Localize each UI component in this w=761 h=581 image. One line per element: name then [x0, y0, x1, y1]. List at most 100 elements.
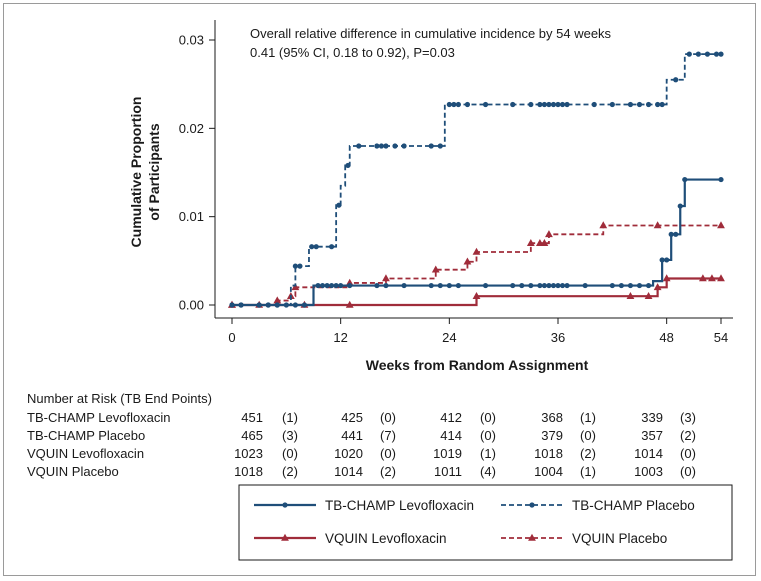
data-point	[636, 282, 643, 289]
data-point	[673, 231, 679, 237]
data-point	[695, 51, 701, 57]
data-point	[265, 302, 271, 308]
series-line	[232, 277, 721, 307]
data-point	[313, 244, 319, 250]
data-point	[618, 282, 624, 289]
risk-cell: 1020	[334, 446, 363, 461]
data-point	[555, 282, 561, 289]
data-point	[338, 282, 344, 289]
data-point	[713, 51, 720, 57]
risk-cell: (0)	[680, 464, 696, 479]
data-point	[437, 143, 443, 149]
risk-table: Number at Risk (TB End Points) TB-CHAMP …	[27, 391, 696, 479]
data-point	[682, 176, 688, 183]
risk-cell: (2)	[380, 464, 396, 479]
data-point	[336, 202, 342, 208]
y-tick-label: 0.00	[179, 298, 204, 313]
data-point	[301, 302, 308, 308]
y-axis-label-line-2: of Participants	[146, 123, 162, 220]
data-point	[528, 101, 534, 108]
risk-cell: 1014	[334, 464, 363, 479]
series-layer	[228, 51, 725, 308]
data-point	[659, 101, 665, 108]
legend-swatch-marker	[282, 502, 288, 508]
risk-cell: 339	[641, 410, 663, 425]
series-tb-champ-placebo	[229, 51, 724, 308]
risk-cell: 414	[440, 428, 462, 443]
data-point	[644, 291, 653, 299]
risk-cell: 465	[241, 428, 263, 443]
series-line	[232, 53, 721, 306]
data-point	[446, 101, 452, 108]
data-point	[315, 282, 321, 289]
data-point	[238, 302, 244, 308]
risk-cell: (0)	[580, 428, 596, 443]
risk-cell: (0)	[680, 446, 696, 461]
x-axis-label: Weeks from Random Assignment	[366, 357, 589, 373]
risk-cell: 379	[541, 428, 563, 443]
y-tick-label: 0.02	[179, 121, 204, 136]
data-point	[655, 101, 661, 108]
risk-row-label: TB-CHAMP Placebo	[27, 428, 145, 443]
risk-cell: (1)	[580, 410, 596, 425]
x-tick-label: 0	[228, 330, 235, 345]
data-point	[319, 282, 326, 289]
data-point	[229, 302, 235, 308]
data-point	[455, 282, 461, 289]
data-point	[345, 300, 354, 308]
data-point	[564, 101, 570, 108]
legend-label: VQUIN Levofloxacin	[325, 531, 447, 546]
data-point	[636, 101, 643, 108]
data-point	[698, 274, 707, 282]
y-tick-label: 0.01	[179, 209, 204, 224]
data-point	[550, 101, 557, 108]
data-point	[662, 274, 671, 282]
data-point	[291, 283, 300, 291]
data-point	[653, 221, 662, 229]
risk-cell: 451	[241, 410, 263, 425]
annotation-line-1: Overall relative difference in cumulativ…	[250, 26, 612, 41]
annotation: Overall relative difference in cumulativ…	[250, 26, 612, 60]
data-point	[510, 282, 516, 289]
risk-cell: (0)	[282, 446, 298, 461]
x-tick-label: 12	[333, 330, 347, 345]
data-point	[383, 282, 389, 289]
risk-cell: 1004	[534, 464, 563, 479]
data-point	[546, 282, 552, 289]
data-point	[347, 282, 353, 289]
legend-item-vquin-placebo: VQUIN Placebo	[501, 531, 667, 546]
data-point	[668, 231, 674, 237]
data-point	[401, 143, 407, 149]
data-point	[455, 101, 461, 108]
risk-cell: 1003	[634, 464, 663, 479]
data-point	[374, 143, 380, 149]
data-point	[653, 283, 662, 291]
risk-cell: 357	[641, 428, 663, 443]
data-point	[472, 247, 481, 255]
data-point	[297, 263, 303, 269]
data-point	[464, 101, 471, 108]
data-point	[708, 274, 716, 282]
data-point	[717, 221, 725, 229]
data-point	[333, 282, 339, 289]
axes: 0.00 0.01 0.02 0.03 0 12 24 36 48 54	[179, 20, 733, 345]
risk-cell: 1014	[634, 446, 663, 461]
risk-cell: (3)	[680, 410, 696, 425]
data-point	[309, 244, 315, 250]
x-tick-label: 48	[659, 330, 673, 345]
data-point	[273, 296, 282, 304]
legend: TB-CHAMP Levofloxacin TB-CHAMP Placebo VQU…	[254, 498, 695, 546]
risk-cell: (2)	[282, 464, 298, 479]
risk-cell: (7)	[380, 428, 396, 443]
legend-box	[238, 484, 733, 561]
risk-cell: (1)	[480, 446, 496, 461]
data-point	[510, 101, 516, 108]
x-tick-label: 36	[551, 330, 565, 345]
data-point	[718, 51, 724, 57]
data-point	[431, 265, 440, 273]
risk-cell: 1019	[433, 446, 462, 461]
data-point	[564, 282, 570, 289]
risk-table-title: Number at Risk (TB End Points)	[27, 391, 212, 406]
data-point	[519, 282, 525, 289]
data-point	[526, 238, 535, 246]
